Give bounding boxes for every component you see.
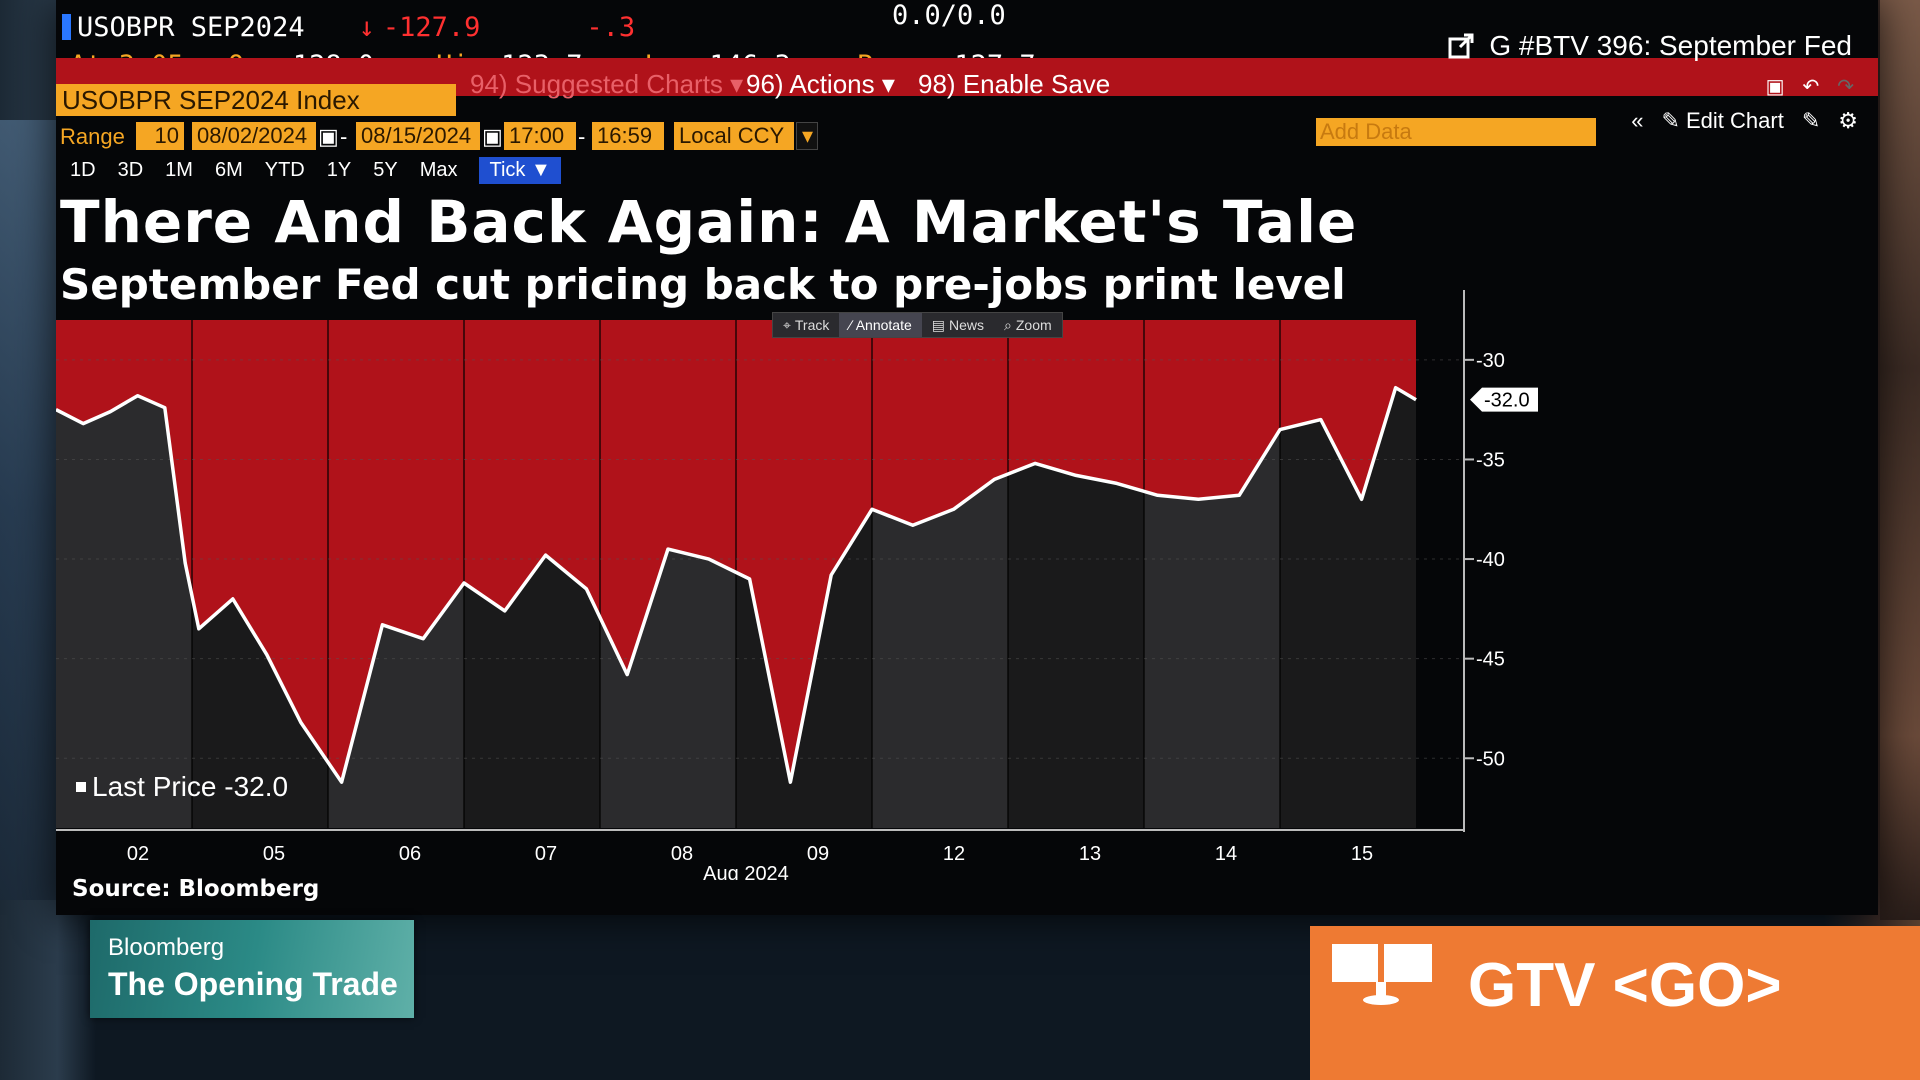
period-6m[interactable]: 6M [214, 158, 243, 181]
calendar-icon[interactable]: ▣ [318, 124, 339, 149]
track-tool[interactable]: ⌖ Track [783, 316, 830, 334]
zoom-label: Zoom [1015, 317, 1052, 333]
x-tick-label: 07 [535, 843, 557, 865]
chart-subtitle: September Fed cut pricing back to pre-jo… [60, 260, 1346, 309]
last-change: -127.9 [382, 11, 481, 43]
terminal-screen: USOBPR SEP2024 ↓ -127.9 -.3 0.0/0.0 At 3… [56, 0, 1878, 915]
period-1d[interactable]: 1D [70, 158, 96, 181]
end-time-field[interactable]: 16:59 [592, 122, 664, 150]
window-icon[interactable]: ▣ [1765, 76, 1785, 98]
x-tick-label: 12 [943, 843, 965, 865]
x-tick-label: 09 [807, 843, 829, 865]
chart-title: There And Back Again: A Market's Tale [60, 188, 1358, 256]
legend-swatch [76, 782, 86, 792]
period-ytd[interactable]: YTD [264, 158, 305, 181]
edit-chart-button[interactable]: ✎ Edit Chart [1661, 108, 1784, 133]
chevron-down-icon[interactable]: ▾ [796, 122, 818, 150]
currency-select[interactable]: Local CCY [674, 122, 794, 150]
monitor-icon [1332, 944, 1432, 1005]
actions-menu[interactable]: 96) Actions ▾ [746, 68, 895, 99]
x-tick-label: 02 [127, 843, 149, 865]
btv-link[interactable]: G #BTV 396: September Fed [1447, 30, 1852, 62]
ticker-symbol[interactable]: USOBPR SEP2024 [77, 11, 305, 43]
y-tick-label: -30 [1476, 350, 1505, 372]
ticker-marker [62, 14, 71, 40]
security-field[interactable]: USOBPR SEP2024 Index [56, 84, 456, 116]
period-selector: 1D 3D 1M 6M YTD 1Y 5Y Max Tick ▼ [70, 156, 561, 184]
external-link-icon [1448, 33, 1474, 59]
gtv-banner: GTV <GO> [1310, 926, 1920, 1080]
chart-toolbar: ⌖ Track ∕ Annotate ▤ News ⌕ Zoom [772, 312, 1063, 338]
x-tick-label: 06 [399, 843, 421, 865]
enable-save-button[interactable]: 98) Enable Save [918, 68, 1111, 99]
x-tick-label: 13 [1079, 843, 1101, 865]
quote-row-1: USOBPR SEP2024 ↓ -127.9 -.3 [62, 11, 636, 43]
period-max[interactable]: Max [419, 158, 458, 181]
track-label: Track [794, 317, 830, 333]
period-1y[interactable]: 1Y [326, 158, 352, 181]
news-label: News [949, 317, 985, 333]
edit-chart-label: Edit Chart [1686, 108, 1784, 133]
x-tick-label: 08 [671, 843, 693, 865]
price-chart[interactable]: -30 -35 -40 -45 -50 -32.0 02 05 06 07 08 09 12 13 14 15… [56, 290, 1878, 880]
collapse-icon[interactable]: « [1631, 108, 1644, 133]
btv-link-text: G #BTV 396: September Fed [1489, 30, 1852, 61]
annotate-tool[interactable]: ∕ Annotate [839, 313, 922, 337]
date-dash: - [340, 124, 348, 149]
window-tools: ▣ ↶ ↷ [1766, 74, 1854, 99]
y-tick-label: -45 [1476, 649, 1505, 671]
zoom-tool[interactable]: ⌕ Zoom [1004, 316, 1052, 334]
y-tick-label: -50 [1476, 748, 1505, 770]
redo-icon[interactable]: ↷ [1837, 76, 1854, 98]
time-dash: - [578, 124, 586, 149]
tick-dropdown[interactable]: Tick ▼ [479, 156, 561, 184]
last-price-line [56, 385, 1417, 784]
x-tick-label: 05 [263, 843, 285, 865]
studio-right-light [1880, 0, 1920, 920]
period-5y[interactable]: 5Y [373, 158, 398, 181]
y-tick-label: -35 [1476, 449, 1505, 471]
range-row: Range 10 08/02/2024 ▣ - 08/15/2024 ▣ 17:… [56, 122, 1878, 152]
show-brand: Bloomberg [108, 934, 225, 961]
range-count-field[interactable]: 10 [136, 122, 184, 150]
show-name: The Opening Trade [108, 966, 398, 1002]
calendar-icon[interactable]: ▣ [482, 124, 503, 149]
x-tick-label: 15 [1351, 843, 1373, 865]
bid-ask: 0.0/0.0 [892, 0, 1006, 31]
end-date-field[interactable]: 08/15/2024 [356, 122, 480, 150]
change-small: -.3 [586, 11, 636, 43]
undo-icon[interactable]: ↶ [1802, 76, 1820, 98]
add-data-input[interactable]: Add Data [1316, 118, 1596, 146]
start-time-field[interactable]: 17:00 [504, 122, 576, 150]
range-label: Range [60, 124, 125, 149]
period-1m[interactable]: 1M [165, 158, 193, 181]
suggested-charts-menu[interactable]: 94) Suggested Charts ▾ [470, 68, 744, 99]
start-date-field[interactable]: 08/02/2024 [192, 122, 316, 150]
news-tool[interactable]: ▤ News [931, 316, 985, 334]
chart-tools: « ✎ Edit Chart ✎ ⚙ [1631, 108, 1858, 134]
annotate-label: Annotate [855, 317, 912, 333]
last-value-tag [1470, 387, 1538, 412]
gear-icon[interactable]: ⚙ [1838, 108, 1858, 133]
down-arrow-icon: ↓ [358, 11, 375, 43]
y-tick-label: -40 [1476, 549, 1505, 571]
x-tick-label: 14 [1215, 843, 1237, 865]
show-lower-third: Bloomberg The Opening Trade [90, 920, 414, 1018]
legend-label: Last Price -32.0 [92, 771, 288, 802]
period-3d[interactable]: 3D [117, 158, 144, 181]
source-note: Source: Bloomberg [72, 876, 320, 902]
last-value-label: -32.0 [1484, 390, 1530, 412]
x-axis-label: Aug 2024 [703, 863, 789, 880]
gtv-text: GTV <GO> [1468, 951, 1782, 1020]
pencil-icon[interactable]: ✎ [1801, 108, 1821, 133]
